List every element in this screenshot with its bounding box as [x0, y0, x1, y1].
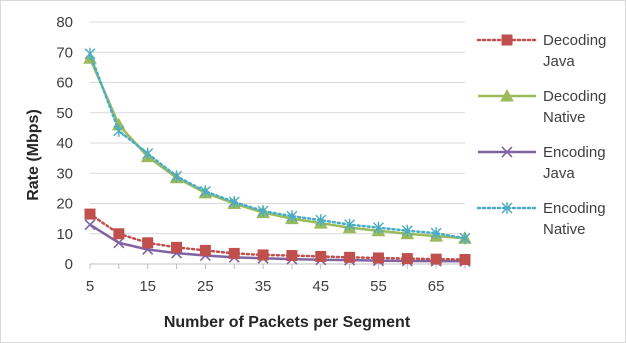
data-point — [171, 170, 183, 183]
legend-label: Decoding — [543, 32, 606, 49]
y-tick-label: 30 — [56, 165, 73, 182]
y-tick-label: 20 — [56, 196, 73, 213]
x-axis-title: Number of Packets per Segment — [164, 314, 411, 331]
data-point — [257, 205, 269, 218]
data-point — [401, 224, 413, 237]
legend-marker — [501, 202, 513, 214]
marker-stroke — [113, 237, 125, 249]
series-encoding-native — [84, 47, 471, 245]
data-point — [459, 232, 471, 245]
y-axis-title: Rate (Mbps) — [25, 109, 42, 201]
data-point — [84, 219, 96, 231]
y-tick-label: 80 — [56, 14, 73, 31]
data-point — [459, 253, 471, 265]
y-tick-label: 40 — [56, 135, 73, 152]
legend-label: Native — [543, 221, 586, 238]
data-point — [286, 250, 298, 262]
legend-label: Native — [543, 109, 586, 126]
data-point — [430, 227, 442, 240]
legend-marker — [501, 146, 513, 158]
y-tick-labels: 0 10 20 30 40 50 60 70 80 — [56, 14, 73, 273]
legend-marker — [500, 88, 514, 102]
data-point — [372, 221, 384, 234]
data-point — [257, 249, 269, 261]
legend-label: Encoding — [543, 144, 606, 161]
data-point — [84, 208, 96, 220]
data-point — [401, 253, 413, 265]
data-point — [84, 47, 96, 60]
data-point — [171, 241, 183, 253]
legend-label: Encoding — [543, 200, 606, 217]
data-point — [286, 210, 298, 223]
x-tick-label: 15 — [139, 278, 156, 295]
legend-entry: Decoding Java — [476, 32, 606, 70]
legend-entry: Encoding Java — [478, 144, 606, 182]
legend-label: Java — [543, 165, 575, 182]
y-tick-label: 70 — [56, 44, 73, 61]
gridlines — [90, 21, 465, 235]
y-tick-label: 10 — [56, 226, 73, 243]
data-point — [142, 147, 154, 160]
x-tick-label: 35 — [255, 278, 272, 295]
data-point — [199, 244, 211, 256]
data-point — [430, 253, 442, 265]
legend-marker — [501, 34, 513, 46]
legend-entry: Encoding Native — [476, 200, 606, 238]
legend: DecodingJavaDecodingNativeEncodingJavaEn… — [476, 32, 606, 238]
x-tick-labels: 5 15 25 35 45 55 65 — [86, 278, 445, 295]
data-point — [113, 124, 125, 137]
data-point — [344, 218, 356, 231]
legend-label: Decoding — [543, 88, 606, 105]
series-line — [88, 57, 466, 240]
data-point — [199, 185, 211, 198]
axes — [89, 263, 466, 269]
series-layer — [83, 47, 472, 267]
x-tick-label: 55 — [370, 278, 387, 295]
y-tick-label: 60 — [56, 75, 73, 92]
marker-stroke — [84, 219, 96, 231]
data-point — [344, 251, 356, 263]
x-tick-label: 25 — [197, 278, 214, 295]
data-point — [142, 237, 154, 249]
y-tick-label: 0 — [65, 256, 73, 273]
data-point — [315, 214, 327, 227]
series-line — [88, 52, 467, 240]
data-point — [228, 195, 240, 208]
legend-entry: Decoding Native — [478, 88, 606, 126]
data-point — [372, 252, 384, 264]
data-point — [228, 247, 240, 259]
legend-label: Java — [543, 53, 575, 70]
data-point — [113, 237, 125, 249]
x-tick-label: 5 — [86, 278, 94, 295]
data-point — [315, 250, 327, 262]
series-decoding-java — [84, 208, 471, 265]
data-point — [113, 228, 125, 240]
y-tick-label: 50 — [56, 105, 73, 122]
x-tick-label: 65 — [428, 278, 445, 295]
marker-stroke — [501, 146, 513, 158]
x-tick-label: 45 — [312, 278, 329, 295]
